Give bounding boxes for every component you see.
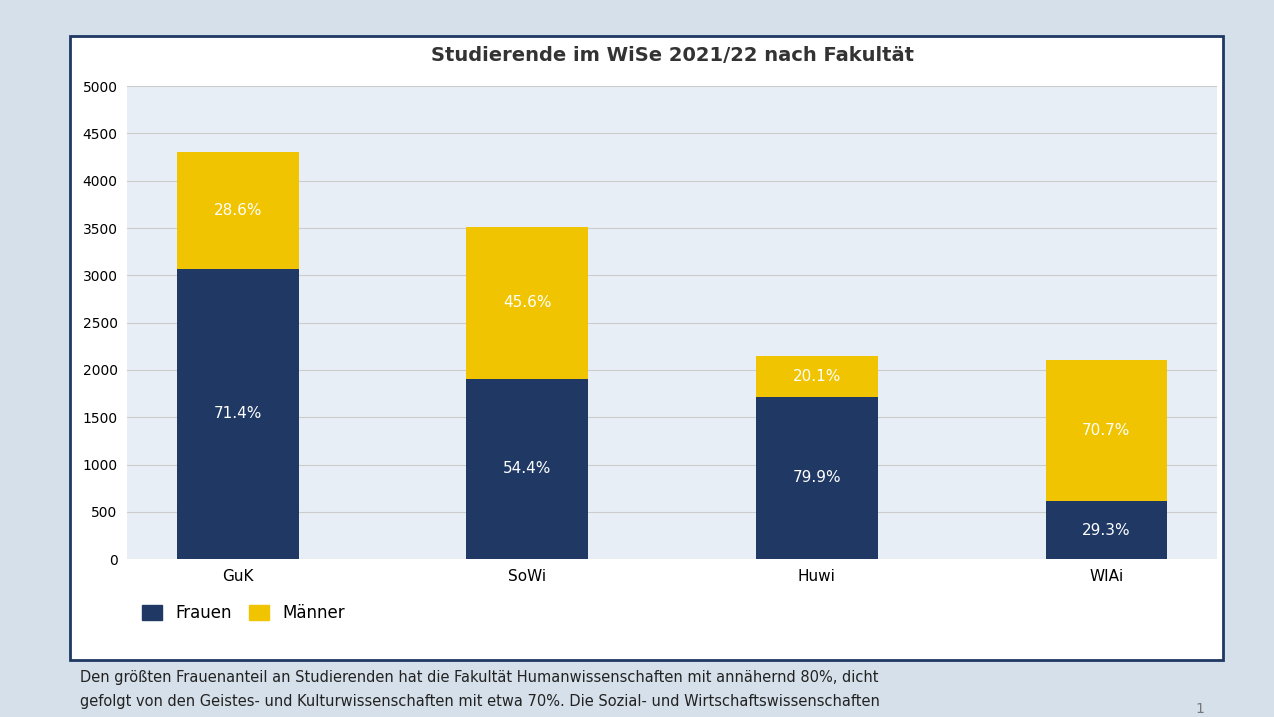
- Text: 1: 1: [1195, 703, 1204, 716]
- Text: 28.6%: 28.6%: [214, 203, 262, 218]
- Legend: Frauen, Männer: Frauen, Männer: [136, 598, 352, 629]
- Text: 54.4%: 54.4%: [503, 462, 552, 476]
- Bar: [177, 152, 298, 269]
- Text: 20.1%: 20.1%: [792, 369, 841, 384]
- Bar: [1046, 359, 1167, 500]
- Bar: [755, 356, 878, 397]
- Text: 71.4%: 71.4%: [214, 407, 262, 422]
- Text: Den größten Frauenanteil an Studierenden hat die Fakultät Humanwissenschaften mi: Den größten Frauenanteil an Studierenden…: [80, 670, 893, 717]
- Text: 70.7%: 70.7%: [1082, 422, 1130, 437]
- Bar: [755, 397, 878, 559]
- Bar: [466, 227, 589, 379]
- Text: 45.6%: 45.6%: [503, 295, 552, 310]
- Bar: [466, 379, 589, 559]
- Bar: [177, 269, 298, 559]
- Text: 79.9%: 79.9%: [792, 470, 841, 485]
- Text: 29.3%: 29.3%: [1082, 523, 1130, 538]
- Bar: [1046, 500, 1167, 559]
- Title: Studierende im WiSe 2021/22 nach Fakultät: Studierende im WiSe 2021/22 nach Fakultä…: [431, 46, 913, 65]
